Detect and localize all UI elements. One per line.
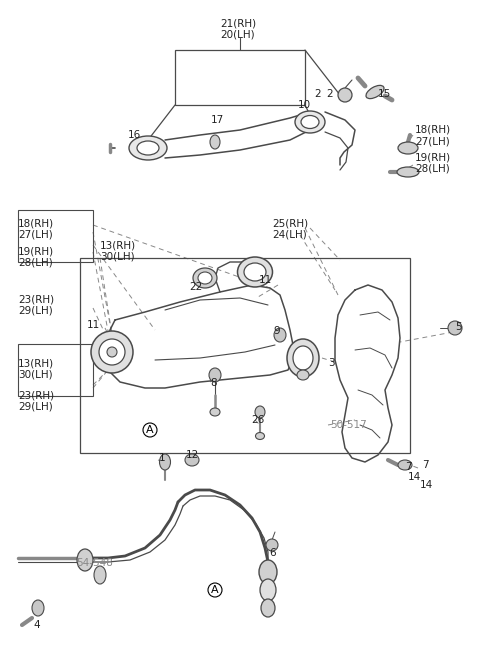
Text: 8: 8 — [211, 378, 217, 388]
Text: 17: 17 — [210, 115, 224, 125]
Text: 3: 3 — [328, 358, 335, 368]
Text: 18(RH)
27(LH): 18(RH) 27(LH) — [18, 218, 54, 239]
Text: 54-548: 54-548 — [77, 558, 113, 568]
Ellipse shape — [94, 566, 106, 584]
Text: 50-517: 50-517 — [330, 420, 367, 430]
Ellipse shape — [259, 560, 277, 584]
Bar — [175, 50, 305, 105]
Bar — [18, 210, 93, 262]
Ellipse shape — [301, 116, 319, 128]
Ellipse shape — [274, 328, 286, 342]
Ellipse shape — [398, 142, 418, 154]
Ellipse shape — [185, 454, 199, 466]
Ellipse shape — [193, 268, 217, 288]
Text: 22: 22 — [190, 282, 203, 292]
Ellipse shape — [260, 579, 276, 601]
Ellipse shape — [159, 454, 170, 470]
Ellipse shape — [32, 600, 44, 616]
Text: 14: 14 — [420, 480, 433, 490]
Text: 10: 10 — [298, 100, 311, 110]
Ellipse shape — [198, 272, 212, 284]
Ellipse shape — [261, 599, 275, 617]
Ellipse shape — [338, 88, 352, 102]
Text: 14: 14 — [408, 472, 421, 482]
Text: 1: 1 — [159, 453, 165, 463]
Text: 12: 12 — [185, 450, 199, 460]
Text: 2: 2 — [327, 89, 333, 99]
Text: 7: 7 — [405, 462, 411, 472]
Text: 4: 4 — [34, 620, 40, 630]
Text: A: A — [211, 585, 219, 595]
Ellipse shape — [77, 549, 93, 571]
Ellipse shape — [366, 85, 384, 98]
Ellipse shape — [287, 339, 319, 377]
Bar — [18, 344, 93, 396]
Ellipse shape — [448, 321, 462, 335]
Ellipse shape — [255, 406, 265, 418]
Text: 2: 2 — [314, 89, 321, 99]
Text: 19(RH)
28(LH): 19(RH) 28(LH) — [415, 152, 451, 174]
Text: A: A — [146, 425, 154, 435]
Text: 15: 15 — [378, 89, 391, 99]
Text: 13(RH)
30(LH): 13(RH) 30(LH) — [100, 240, 136, 262]
Text: 16: 16 — [127, 130, 141, 140]
Text: 25(RH)
24(LH): 25(RH) 24(LH) — [272, 218, 308, 239]
Ellipse shape — [91, 331, 133, 373]
Ellipse shape — [397, 167, 419, 177]
Ellipse shape — [244, 263, 266, 281]
Ellipse shape — [99, 339, 125, 365]
Text: 9: 9 — [274, 326, 280, 336]
Text: 19(RH)
28(LH): 19(RH) 28(LH) — [18, 246, 54, 268]
Ellipse shape — [398, 460, 412, 470]
Ellipse shape — [293, 346, 313, 370]
Text: 18(RH)
27(LH): 18(RH) 27(LH) — [415, 125, 451, 147]
Ellipse shape — [266, 539, 278, 551]
Text: 23(RH)
29(LH): 23(RH) 29(LH) — [18, 390, 54, 412]
Text: 26: 26 — [252, 415, 264, 425]
Ellipse shape — [107, 347, 117, 357]
Text: 23(RH)
29(LH): 23(RH) 29(LH) — [18, 294, 54, 315]
Ellipse shape — [295, 111, 325, 133]
Ellipse shape — [137, 141, 159, 155]
Text: 11: 11 — [258, 275, 272, 285]
Text: 5: 5 — [455, 322, 461, 332]
Text: 6: 6 — [270, 548, 276, 558]
Text: 7: 7 — [422, 460, 428, 470]
Text: 11: 11 — [86, 320, 100, 330]
Ellipse shape — [209, 368, 221, 382]
Text: 13(RH)
30(LH): 13(RH) 30(LH) — [18, 358, 54, 379]
Ellipse shape — [210, 408, 220, 416]
Bar — [80, 258, 410, 453]
Ellipse shape — [238, 257, 273, 287]
Ellipse shape — [297, 370, 309, 380]
Ellipse shape — [129, 136, 167, 160]
Ellipse shape — [255, 432, 264, 440]
Ellipse shape — [210, 135, 220, 149]
Text: 21(RH)
20(LH): 21(RH) 20(LH) — [220, 18, 256, 40]
